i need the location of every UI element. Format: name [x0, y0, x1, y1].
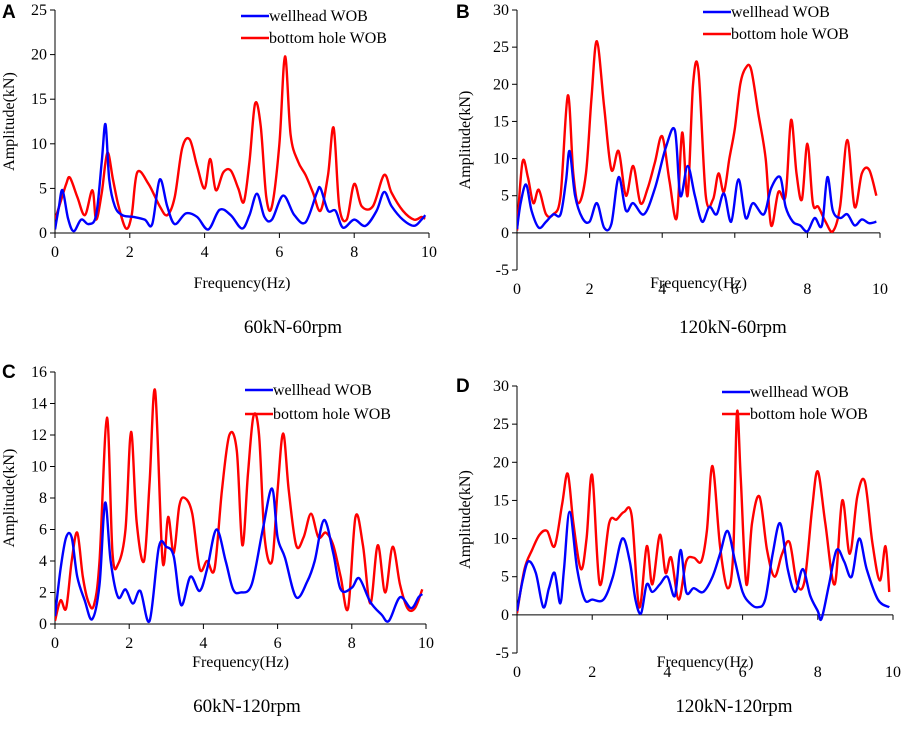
y-tick-label: 20 — [493, 76, 509, 93]
legend-label: bottom hole WOB — [269, 30, 387, 47]
panel-caption: 60kN-60rpm — [244, 317, 342, 338]
y-tick-label: 15 — [493, 492, 509, 509]
y-tick-label: 10 — [493, 531, 509, 548]
y-tick-label: 4 — [39, 553, 47, 570]
y-tick-label: 0 — [501, 607, 509, 624]
chart-panel-c: C 0 2 4 6 8 10 12 14 16 0 2 4 6 8 10 Frequency(Hz) Amplit… — [1, 362, 434, 717]
x-tick-label: 8 — [803, 281, 811, 298]
x-tick-label: 8 — [814, 664, 822, 681]
x-tick-label: 2 — [126, 244, 134, 261]
y-tick-label: 15 — [493, 113, 509, 130]
x-tick-label: 6 — [739, 664, 747, 681]
x-tick-label: 4 — [658, 281, 666, 298]
x-tick-label: 4 — [663, 664, 671, 681]
y-axis-title: Amplitude(kN) — [1, 72, 18, 171]
legend-label: wellhead WOB — [269, 8, 368, 25]
y-tick-label: 10 — [493, 151, 509, 168]
y-tick-label: 25 — [493, 39, 509, 56]
y-tick-label: 15 — [31, 91, 47, 108]
series-line-wellhead-wob — [517, 510, 890, 622]
chart-panel-a: A 0 5 10 15 20 25 0 2 4 6 8 10 Frequency(Hz) Amplitude… — [1, 2, 437, 338]
y-tick-label: 25 — [493, 416, 509, 433]
y-axis-title: Amplitude(kN) — [457, 470, 474, 569]
y-tick-label: 30 — [493, 378, 509, 395]
y-tick-label: 25 — [31, 2, 47, 19]
x-tick-label: 0 — [51, 635, 59, 652]
panel-label: D — [456, 376, 470, 397]
y-tick-label: 0 — [39, 225, 47, 242]
y-tick-label: 10 — [31, 136, 47, 153]
series-line-bottom-hole-wob — [55, 388, 424, 622]
legend-label: wellhead WOB — [273, 382, 372, 399]
x-tick-label: 10 — [421, 244, 437, 261]
x-tick-label: 2 — [588, 664, 596, 681]
legend-label: bottom hole WOB — [750, 406, 868, 423]
y-tick-label: 5 — [501, 188, 509, 205]
x-tick-label: 0 — [51, 244, 59, 261]
x-tick-label: 2 — [125, 635, 133, 652]
x-tick-label: 6 — [275, 244, 283, 261]
y-tick-label: 0 — [501, 225, 509, 242]
x-tick-label: 2 — [586, 281, 594, 298]
panel-caption: 120kN-120rpm — [675, 696, 792, 717]
y-axis-title: Amplitude(kN) — [1, 449, 18, 548]
y-tick-label: 2 — [39, 585, 47, 602]
x-tick-label: 8 — [348, 635, 356, 652]
legend-label: wellhead WOB — [731, 4, 830, 21]
series-line-wellhead-wob — [55, 122, 427, 233]
x-axis-title: Frequency(Hz) — [657, 654, 754, 671]
x-tick-label: 0 — [513, 281, 521, 298]
x-tick-label: 6 — [274, 635, 282, 652]
x-tick-label: 8 — [350, 244, 358, 261]
y-tick-label: 30 — [493, 2, 509, 19]
legend-label: bottom hole WOB — [273, 406, 391, 423]
y-tick-label: -5 — [496, 645, 509, 662]
y-tick-label: 6 — [39, 522, 47, 539]
series-line-bottom-hole-wob — [55, 55, 426, 230]
y-tick-label: 0 — [39, 616, 47, 633]
panel-label: B — [456, 2, 470, 23]
y-tick-label: 5 — [39, 180, 47, 197]
panel-caption: 120kN-60rpm — [679, 317, 787, 338]
x-tick-label: 0 — [513, 664, 521, 681]
x-tick-label: 10 — [418, 635, 434, 652]
y-tick-label: -5 — [496, 262, 509, 279]
panel-caption: 60kN-120rpm — [193, 696, 301, 717]
y-tick-label: 5 — [501, 569, 509, 586]
series-line-wellhead-wob — [517, 127, 877, 233]
y-tick-label: 10 — [31, 459, 47, 476]
series-line-bottom-hole-wob — [517, 409, 891, 614]
y-tick-label: 20 — [493, 454, 509, 471]
legend-label: wellhead WOB — [750, 384, 849, 401]
x-tick-label: 4 — [199, 635, 207, 652]
x-axis-title: Frequency(Hz) — [194, 275, 291, 292]
x-axis-title: Frequency(Hz) — [650, 275, 747, 292]
series-line-wellhead-wob — [55, 487, 424, 623]
y-tick-label: 12 — [31, 427, 47, 444]
panel-label: A — [2, 2, 16, 23]
y-tick-label: 8 — [39, 490, 47, 507]
y-tick-label: 16 — [31, 364, 47, 381]
x-axis-title: Frequency(Hz) — [192, 654, 289, 671]
x-tick-label: 6 — [731, 281, 739, 298]
y-tick-label: 14 — [31, 396, 47, 413]
y-axis-title: Amplitude(kN) — [457, 91, 474, 190]
panel-label: C — [2, 362, 16, 383]
y-tick-label: 20 — [31, 47, 47, 64]
x-tick-label: 10 — [872, 281, 888, 298]
legend-label: bottom hole WOB — [731, 26, 849, 43]
x-tick-label: 10 — [885, 664, 901, 681]
x-tick-label: 4 — [201, 244, 209, 261]
